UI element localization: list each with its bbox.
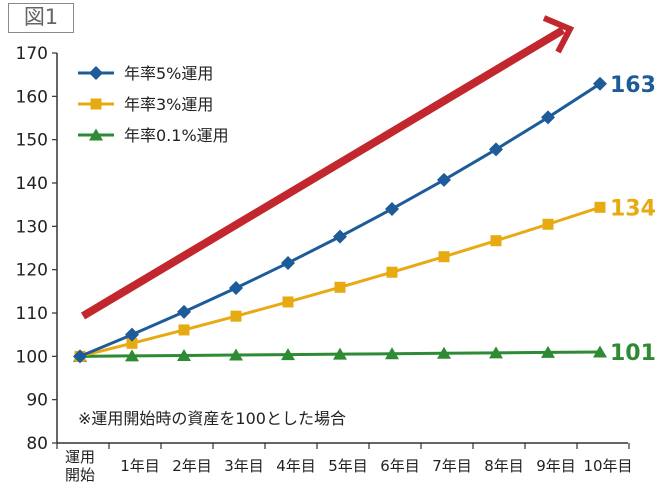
y-tick-label: 120 [16, 261, 48, 281]
series-end-label: 101 [610, 341, 656, 366]
data-point-triangle [593, 345, 607, 358]
data-point-triangle [177, 348, 191, 361]
legend-item: 年率5%運用 [78, 64, 213, 83]
data-point-triangle [125, 349, 139, 362]
legend-item: 年率0.1%運用 [78, 126, 229, 145]
trend-arrow-shaft [80, 26, 566, 320]
data-point-triangle [89, 128, 103, 141]
data-point-diamond [333, 229, 347, 244]
x-tick-label: 7年目 [432, 457, 472, 475]
y-tick-label: 110 [16, 304, 48, 324]
data-point-diamond [489, 142, 503, 157]
trend-arrow-head [542, 15, 575, 54]
x-tick-label-line: 8年目 [484, 457, 524, 475]
x-tick-label-line: 10年目 [583, 457, 632, 475]
series-5pct: 163 [73, 73, 656, 364]
data-point-diamond [177, 304, 191, 319]
data-point-diamond [281, 255, 295, 270]
y-tick-label: 90 [26, 391, 48, 411]
series-end-label: 163 [610, 73, 656, 98]
legend-label: 年率0.1%運用 [124, 126, 229, 145]
x-tick-label: 6年目 [380, 457, 420, 475]
x-tick-label: 5年目 [328, 457, 368, 475]
x-tick-label: 運用開始 [65, 448, 95, 484]
x-tick-label-line: 4年目 [276, 457, 316, 475]
chart-series: 101 134 163 [73, 73, 656, 366]
data-point-square [438, 251, 450, 263]
legend-label: 年率3%運用 [124, 95, 213, 114]
y-tick-label: 100 [16, 347, 48, 367]
chart-axes [56, 53, 628, 444]
data-point-diamond [593, 76, 607, 91]
x-tick-label: 2年目 [172, 457, 212, 475]
legend-label: 年率5%運用 [124, 64, 213, 83]
x-tick-label-line: 7年目 [432, 457, 472, 475]
data-point-diamond [541, 110, 555, 125]
data-point-square [282, 296, 294, 308]
data-point-diamond [89, 66, 103, 80]
data-point-diamond [437, 172, 451, 187]
x-tick-label-line: 3年目 [224, 457, 264, 475]
data-point-triangle [541, 345, 555, 358]
y-tick-label: 170 [16, 44, 48, 64]
data-point-square [594, 201, 606, 213]
data-point-triangle [333, 347, 347, 360]
data-point-square [334, 281, 346, 293]
y-tick-label: 80 [26, 434, 48, 454]
data-point-square [386, 266, 398, 278]
trend-arrow [80, 15, 575, 320]
y-tick-label: 130 [16, 217, 48, 237]
data-point-triangle [437, 346, 451, 359]
figure-label: 図1 [8, 3, 74, 33]
x-tick-label-line: 6年目 [380, 457, 420, 475]
x-tick-label: 9年目 [536, 457, 576, 475]
chart-annotation: ※運用開始時の資産を100とした場合 [78, 409, 346, 428]
series-line [79, 82, 601, 358]
x-tick-label-line: 運用 [65, 448, 95, 466]
data-point-diamond [385, 201, 399, 216]
data-point-square [126, 337, 138, 349]
y-tick-label: 150 [16, 131, 48, 151]
data-point-diamond [229, 281, 243, 296]
y-axis-ticks: 80 90 100 110 120 130 140 150 160 170 [16, 44, 57, 454]
data-point-square [490, 235, 502, 247]
x-tick-label-line: 9年目 [536, 457, 576, 475]
series-3pct: 134 [74, 196, 656, 362]
x-tick-label: 1年目 [120, 457, 160, 475]
y-tick-label: 160 [16, 87, 48, 107]
data-point-triangle [489, 346, 503, 359]
legend-item: 年率3%運用 [78, 95, 213, 114]
data-point-square [178, 324, 190, 336]
series-end-label: 134 [610, 196, 656, 221]
data-point-triangle [385, 347, 399, 360]
data-point-square [90, 98, 102, 110]
x-tick-label-line: 2年目 [172, 457, 212, 475]
x-tick-label-line: 5年目 [328, 457, 368, 475]
x-tick-label: 4年目 [276, 457, 316, 475]
series-0-1pct: 101 [73, 341, 656, 366]
data-point-triangle [229, 348, 243, 361]
x-tick-label: 10年目 [583, 457, 632, 475]
x-tick-label: 8年目 [484, 457, 524, 475]
data-point-diamond [125, 327, 139, 342]
data-point-diamond [73, 349, 87, 364]
x-tick-label: 3年目 [224, 457, 264, 475]
y-tick-label: 140 [16, 174, 48, 194]
data-point-square [542, 218, 554, 230]
x-tick-label-line: 開始 [65, 466, 95, 484]
data-point-square [230, 310, 242, 322]
x-tick-label-line: 1年目 [120, 457, 160, 475]
data-point-triangle [281, 348, 295, 361]
x-axis-ticks: 運用開始 1年目 2年目 3年目 4年目 5年目 6年目 7年目 8年目 9年目 10年目 [56, 443, 633, 484]
